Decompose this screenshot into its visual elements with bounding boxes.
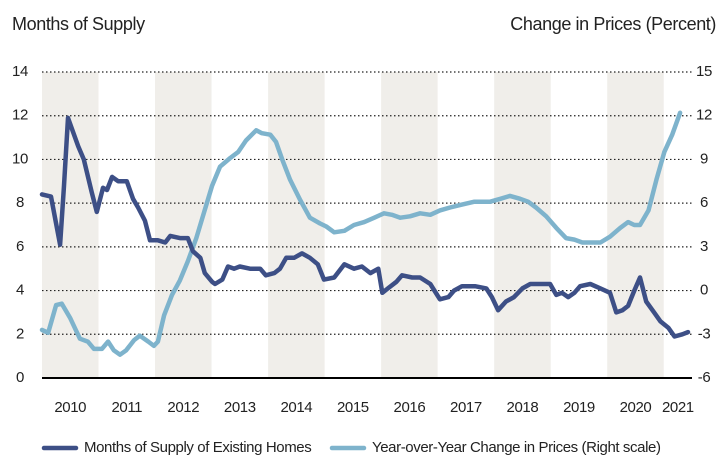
series-line	[39, 110, 683, 357]
x-tick-label: 2016	[394, 399, 426, 416]
y2-tick-label: 3	[700, 238, 708, 255]
grid	[42, 71, 692, 379]
series-line	[39, 115, 691, 339]
lines	[39, 110, 691, 357]
left-axis-title: Months of Supply	[12, 14, 145, 34]
y-tick-label: 6	[16, 238, 24, 255]
y-tick-label: 0	[16, 369, 24, 386]
y2-tick-label: 15	[696, 63, 712, 80]
x-tick-label: 2019	[563, 399, 595, 416]
legend-label: Year-over-Year Change in Prices (Right s…	[372, 439, 661, 456]
y-tick-label: 10	[12, 150, 28, 167]
y2-tick-label: -6	[698, 369, 711, 386]
y2-tick-label: 6	[700, 194, 708, 211]
y2-tick-label: -3	[698, 325, 711, 342]
year-band	[494, 72, 551, 378]
year-band	[381, 72, 438, 378]
y-tick-label: 8	[16, 194, 24, 211]
y-tick-label: 4	[16, 282, 24, 299]
x-tick-label: 2010	[54, 399, 86, 416]
legend-label: Months of Supply of Existing Homes	[84, 439, 311, 456]
y2-tick-label: 0	[700, 282, 708, 299]
y-tick-label: 14	[12, 63, 28, 80]
x-tick-label: 2018	[507, 399, 539, 416]
right-axis-title: Change in Prices (Percent)	[510, 14, 716, 34]
x-tick-label: 2012	[167, 399, 199, 416]
labels: 2010 2011 2012 2013 2014 2015 2016 2017 2018 2019…	[12, 63, 712, 456]
x-tick-label: 2021	[662, 399, 694, 416]
x-tick-label: 2014	[280, 399, 312, 416]
y2-tick-label: 9	[700, 150, 708, 167]
x-tick-label: 2017	[450, 399, 482, 416]
y-tick-label: 12	[12, 107, 28, 124]
y2-tick-label: 12	[696, 107, 712, 124]
x-tick-label: 2011	[111, 399, 142, 416]
x-tick-label: 2020	[620, 399, 652, 416]
year-band	[268, 72, 325, 378]
y-tick-label: 2	[16, 325, 24, 342]
year-band	[155, 72, 212, 378]
x-tick-label: 2013	[224, 399, 256, 416]
x-tick-label: 2015	[337, 399, 369, 416]
